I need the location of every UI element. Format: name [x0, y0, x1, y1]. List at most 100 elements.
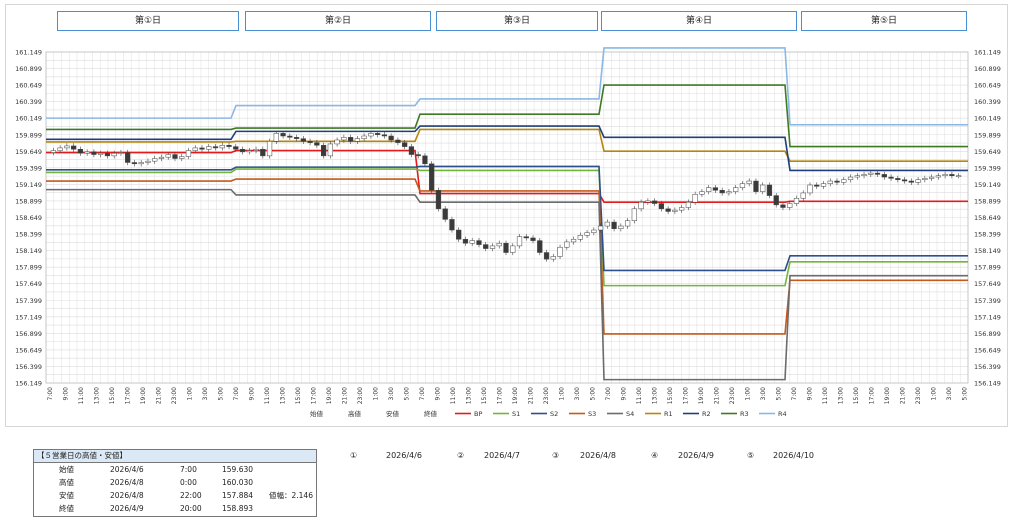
y-tick-label-right: 159.399: [974, 164, 1001, 172]
day-header-label: 第③日: [503, 16, 531, 26]
day-header-2[interactable]: 第②日: [245, 11, 431, 31]
legend-label-bp: BP: [474, 410, 482, 418]
x-tick-label: 11:00: [450, 387, 457, 404]
y-tick-label-right: 159.149: [974, 181, 1001, 189]
candle: [935, 175, 941, 178]
x-tick-label: 15:00: [109, 387, 116, 404]
x-tick-label: 1:00: [744, 387, 751, 401]
candle: [179, 156, 185, 159]
candle: [638, 201, 644, 210]
pivot-line-s4: [46, 188, 968, 381]
candle: [111, 152, 117, 157]
x-tick-label: 3:00: [202, 387, 209, 401]
candle: [699, 191, 705, 195]
candle: [557, 246, 563, 257]
summary-label: 始値: [59, 465, 74, 474]
x-tick-label: 5:00: [217, 387, 224, 401]
summary-value: 160.030: [222, 478, 254, 487]
summary-time: 0:00: [180, 478, 197, 487]
candle: [71, 145, 77, 150]
x-tick-label: 3:00: [760, 387, 767, 401]
x-tick-label: 1:00: [558, 387, 565, 401]
day-header-1[interactable]: 第①日: [57, 11, 239, 31]
x-tick-label: 13:00: [837, 387, 844, 404]
y-tick-label-right: 157.649: [974, 280, 1001, 288]
candle: [793, 197, 800, 204]
candle: [368, 133, 374, 137]
y-tick-label-right: 158.899: [974, 197, 1001, 205]
x-tick-label: 1:00: [930, 387, 937, 401]
candle: [266, 141, 273, 157]
candle: [712, 187, 719, 191]
x-tick-label: 15:00: [667, 387, 674, 404]
x-tick-label: 9:00: [620, 387, 627, 401]
y-tick-label-left: 158.149: [15, 247, 42, 255]
summary-label: 安値: [59, 491, 74, 500]
date-mark: ④: [651, 451, 659, 460]
day-header-3[interactable]: 第③日: [436, 11, 598, 31]
summary-row-open: 始値 2026/4/6 7:00 159.630: [34, 463, 316, 476]
y-tick-label-right: 157.399: [974, 297, 1001, 305]
candle: [543, 252, 550, 260]
day-header-5[interactable]: 第⑤日: [801, 11, 967, 31]
x-tick-label: 9:00: [806, 387, 813, 401]
candle: [408, 146, 415, 155]
candle: [564, 241, 570, 248]
y-tick-label-right: 156.399: [974, 363, 1001, 371]
candle: [915, 179, 921, 183]
candle: [800, 192, 806, 199]
date-mark: ⑤: [747, 451, 755, 460]
candle: [381, 134, 388, 137]
candle: [483, 244, 489, 249]
y-tick-label-left: 156.649: [15, 346, 42, 354]
candle: [814, 184, 820, 187]
candle: [469, 240, 475, 244]
day-header-label: 第①日: [134, 16, 162, 26]
y-tick-label-left: 158.399: [15, 231, 42, 239]
candle: [314, 142, 320, 146]
x-tick-label: 5:00: [589, 387, 596, 401]
y-tick-label-left: 159.649: [15, 148, 42, 156]
x-tick-label: 9:00: [62, 387, 69, 401]
candle: [199, 147, 205, 150]
candle: [165, 154, 171, 158]
x-tick-label: 13:00: [651, 387, 658, 404]
candle: [773, 195, 779, 206]
candle: [645, 200, 651, 203]
candle: [908, 180, 914, 183]
legend-candle-label: 安値: [386, 409, 400, 418]
candle: [429, 163, 435, 191]
candle: [766, 184, 773, 196]
candle: [172, 154, 178, 159]
day-header-label: 第④日: [685, 16, 713, 26]
x-tick-label: 17:00: [310, 387, 317, 404]
candle: [618, 225, 624, 229]
candle: [726, 191, 732, 194]
summary-time: 20:00: [180, 504, 202, 513]
candle: [57, 147, 63, 151]
legend-candle-label: 高値: [348, 409, 362, 418]
y-tick-label-right: 156.149: [974, 380, 1001, 388]
candle: [307, 141, 313, 143]
y-tick-label-right: 156.649: [974, 346, 1001, 354]
candle: [841, 179, 847, 183]
summary-value: 159.630: [222, 465, 254, 474]
candle: [287, 135, 293, 138]
y-tick-label-left: 161.149: [15, 49, 42, 57]
candle: [300, 138, 306, 142]
day-header-4[interactable]: 第④日: [601, 11, 797, 31]
candle: [246, 150, 252, 153]
candle: [138, 162, 144, 165]
candle: [807, 184, 813, 194]
x-tick-label: 15:00: [481, 387, 488, 404]
candle: [949, 174, 955, 176]
day-header-label: 第⑤日: [870, 16, 898, 26]
x-tick-label: 21:00: [713, 387, 720, 404]
date-value: 2026/4/6: [386, 451, 422, 460]
y-tick-label-left: 157.649: [15, 280, 42, 288]
candle: [320, 145, 327, 157]
y-tick-label-right: 160.649: [974, 82, 1001, 90]
candle: [847, 176, 854, 180]
y-tick-label-right: 159.899: [974, 131, 1001, 139]
candle: [361, 135, 367, 139]
